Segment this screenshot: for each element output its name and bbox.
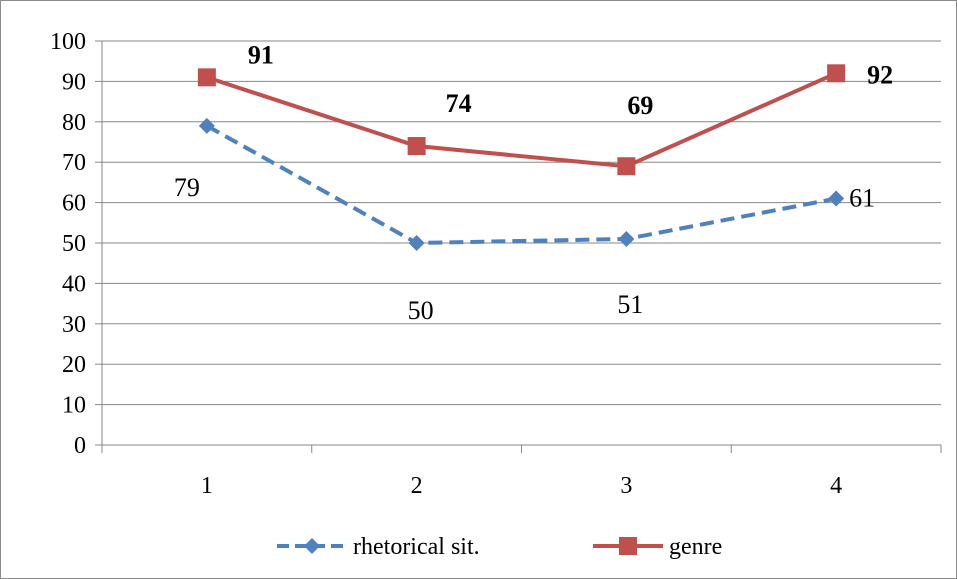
- data-label: 50: [408, 296, 434, 325]
- y-tick-label: 10: [62, 393, 86, 419]
- data-label: 91: [248, 40, 274, 69]
- series-rhetorical-sit: [198, 117, 845, 251]
- gridlines: [102, 40, 941, 406]
- series-line: [205, 124, 837, 245]
- square-marker-icon: [619, 537, 637, 555]
- data-point: [408, 235, 425, 251]
- data-labels: 79 50 51 61 91 74 69 92: [174, 40, 893, 325]
- y-tick-label: 40: [62, 271, 86, 297]
- data-point: [407, 137, 426, 156]
- series-genre: [197, 64, 846, 176]
- data-point: [828, 190, 845, 207]
- diamond-marker-icon: [304, 538, 320, 554]
- y-tick-label: 80: [62, 110, 86, 136]
- x-tick-label: 1: [201, 473, 213, 499]
- data-label: 51: [617, 290, 643, 319]
- legend-label: rhetorical sit.: [353, 534, 480, 560]
- y-tick-label: 70: [62, 150, 86, 176]
- y-tick-label: 90: [62, 69, 86, 95]
- data-point: [617, 157, 636, 176]
- legend-item: rhetorical sit.: [277, 534, 480, 560]
- data-label: 92: [867, 60, 893, 89]
- series-line: [206, 71, 837, 169]
- legend-item: genre: [593, 534, 722, 560]
- data-point: [198, 117, 215, 134]
- data-point: [618, 230, 635, 247]
- x-tick-label: 4: [830, 473, 842, 499]
- y-tick-label: 100: [50, 29, 86, 55]
- y-tick-label: 50: [62, 231, 86, 257]
- data-label: 79: [174, 173, 200, 202]
- axes: 0 10 20 30 40 50 60 70 80 90 100 1 2 3 4: [50, 29, 942, 499]
- y-tick-label: 60: [62, 191, 86, 217]
- data-point: [197, 68, 216, 87]
- data-label: 61: [849, 184, 875, 213]
- y-tick-label: 20: [62, 352, 86, 378]
- legend-label: genre: [669, 534, 722, 560]
- y-tick-label: 0: [74, 433, 86, 459]
- legend: rhetorical sit. genre: [277, 534, 722, 560]
- data-label: 69: [627, 91, 653, 120]
- y-tick-label: 30: [62, 312, 86, 338]
- data-point: [827, 64, 846, 83]
- data-label: 74: [446, 89, 472, 118]
- x-tick-label: 2: [411, 473, 423, 499]
- x-tick-label: 3: [620, 473, 632, 499]
- series-group: [197, 64, 846, 251]
